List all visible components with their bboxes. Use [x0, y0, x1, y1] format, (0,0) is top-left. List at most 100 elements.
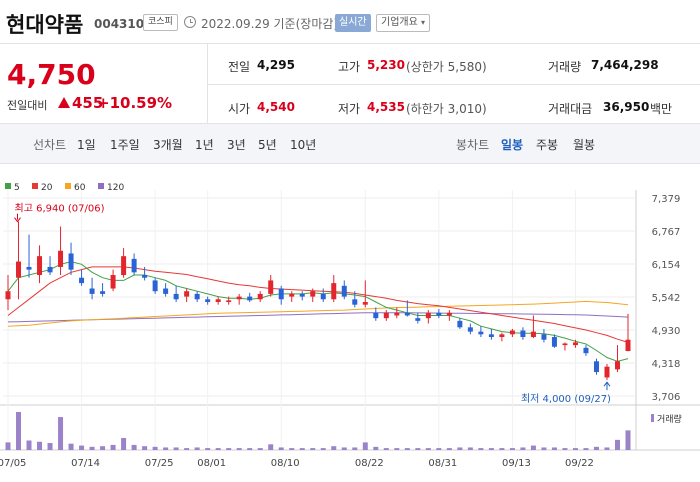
candle-body — [583, 347, 589, 354]
volume-bar — [488, 448, 494, 450]
candle-body — [362, 301, 368, 305]
candle-body — [415, 318, 421, 321]
high-annotation: 최고 6,940 (07/06) — [15, 203, 105, 215]
period-daily[interactable]: 일봉 — [501, 138, 524, 152]
candle-body — [436, 312, 442, 316]
volume-bar — [425, 448, 431, 450]
candle-body — [509, 330, 515, 335]
x-tick-label: 09/13 — [502, 458, 531, 469]
y-tick-label: 6,767 — [652, 227, 681, 238]
x-tick-label: 08/01 — [197, 458, 226, 469]
low-annotation: 최저 4,000 (09/27) — [521, 393, 611, 405]
price-chart[interactable]: 7,379 6,767 6,154 5,542 4,930 4,318 3,706 07/05… — [0, 164, 700, 478]
amount-label: 거래대금 — [548, 102, 593, 116]
volume-bar — [47, 443, 53, 450]
line-chart-label: 선차트 — [33, 138, 67, 152]
candle-body — [551, 337, 557, 347]
candle-body — [320, 293, 326, 300]
market-badge: 코스피 — [143, 14, 178, 31]
realtime-button[interactable]: 실시간 — [335, 14, 371, 32]
price-panel: 4,750 전일대비 455 +10.59% 전일 4,295 고가 5,230… — [0, 44, 700, 124]
volume-bar — [16, 412, 22, 450]
volume-bar — [562, 448, 568, 450]
legend-label: 20 — [41, 183, 53, 193]
volume-bar — [394, 448, 400, 450]
change-value: 455 — [72, 94, 104, 112]
candle-body — [236, 296, 242, 300]
legend-swatch — [32, 183, 38, 189]
volume-bar — [100, 446, 106, 450]
volume-bar — [551, 447, 557, 450]
period-10y[interactable]: 10년 — [290, 138, 317, 152]
legend-swatch — [65, 183, 71, 189]
open-label: 시가 — [228, 102, 251, 116]
candle-body — [110, 275, 116, 289]
period-1y[interactable]: 1년 — [195, 138, 214, 152]
prev-close-value: 4,295 — [257, 58, 295, 72]
x-tick-label: 09/22 — [565, 458, 594, 469]
candle-body — [89, 288, 95, 294]
y-tick-label: 3,706 — [652, 392, 681, 403]
chevron-down-icon: ▾ — [421, 18, 426, 27]
period-3y[interactable]: 3년 — [227, 138, 246, 152]
candle-body — [215, 299, 221, 302]
volume-bar — [467, 447, 473, 450]
company-overview-button[interactable]: 기업개요 ▾ — [376, 14, 431, 32]
volume-bar — [58, 417, 64, 450]
candle-body — [121, 256, 127, 276]
volume-bar — [478, 448, 484, 450]
period-monthly[interactable]: 월봉 — [573, 138, 596, 152]
volume-bar — [341, 447, 347, 450]
candle-body — [131, 258, 137, 273]
candle-body — [310, 291, 316, 297]
legend-label: 120 — [107, 183, 124, 193]
volume-bar — [404, 448, 410, 450]
candle-body — [184, 291, 190, 297]
volume-bar — [593, 446, 599, 450]
chart-canvas: 7,379 6,767 6,154 5,542 4,930 4,318 3,706 07/05… — [0, 183, 700, 469]
period-5y[interactable]: 5년 — [258, 138, 277, 152]
volume-value: 7,464,298 — [591, 58, 659, 72]
candle-body — [205, 299, 211, 302]
candle-body — [425, 312, 431, 319]
current-price: 4,750 — [7, 58, 96, 91]
volume-bar — [5, 442, 11, 450]
candle-body — [572, 342, 578, 346]
volume-bar — [299, 448, 305, 450]
volume-bar — [142, 446, 148, 450]
period-1w[interactable]: 1주일 — [110, 138, 140, 152]
period-3m[interactable]: 3개월 — [153, 138, 183, 152]
legend-label: 5 — [14, 183, 20, 193]
volume-bar — [583, 448, 589, 450]
volume-bar — [614, 439, 620, 450]
candle-body — [37, 256, 43, 276]
company-overview-label: 기업개요 — [381, 17, 418, 28]
volume-bar — [131, 444, 137, 450]
legend-swatch — [98, 183, 104, 189]
candle-body — [173, 293, 179, 300]
stats-divider — [208, 84, 700, 85]
candle-body — [58, 250, 64, 267]
candle-body — [142, 275, 148, 278]
volume-bar — [572, 448, 578, 450]
stock-code: 004310 — [94, 17, 145, 31]
up-triangle-icon — [58, 97, 70, 108]
clock-icon — [184, 16, 196, 28]
x-tick-label: 08/10 — [271, 458, 300, 469]
volume-bar — [215, 448, 221, 450]
volume-bar — [541, 447, 547, 450]
candle-body — [562, 343, 568, 346]
period-1d[interactable]: 1일 — [77, 138, 96, 152]
volume-bar — [352, 447, 358, 450]
candle-body — [404, 312, 410, 316]
candle-body — [194, 293, 200, 300]
volume-bar — [121, 437, 127, 450]
x-tick-label: 07/05 — [0, 458, 26, 469]
volume-bar — [415, 448, 421, 450]
volume-bar — [383, 448, 389, 450]
volume-bar — [37, 441, 43, 450]
period-weekly[interactable]: 주봉 — [536, 138, 559, 152]
candle-body — [26, 266, 32, 270]
y-tick-label: 4,318 — [652, 359, 681, 370]
candle-body — [625, 339, 631, 352]
